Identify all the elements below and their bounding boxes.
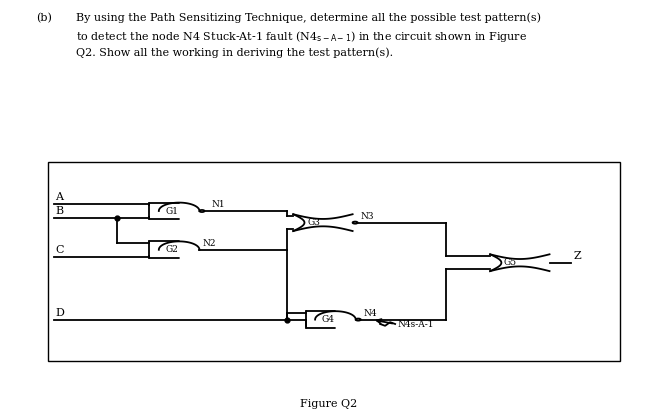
Text: Figure Q2: Figure Q2 — [300, 399, 358, 409]
Text: N2: N2 — [203, 239, 216, 248]
Text: G4: G4 — [321, 315, 334, 324]
Text: Z: Z — [573, 251, 581, 261]
Text: C: C — [55, 245, 64, 255]
Text: (b): (b) — [36, 13, 52, 23]
Text: B: B — [55, 206, 63, 216]
Text: By using the Path Sensitizing Technique, determine all the possible test pattern: By using the Path Sensitizing Technique,… — [76, 13, 541, 58]
Bar — [48, 162, 620, 361]
Text: G5: G5 — [504, 258, 517, 267]
Text: A: A — [55, 192, 63, 202]
Text: G3: G3 — [307, 218, 320, 227]
Text: N3: N3 — [361, 212, 374, 221]
Text: G1: G1 — [165, 206, 178, 216]
Text: N1: N1 — [212, 201, 226, 209]
Text: N4: N4 — [364, 309, 378, 318]
Text: D: D — [55, 307, 64, 317]
Text: N4s-A-1: N4s-A-1 — [397, 320, 434, 329]
Text: G2: G2 — [165, 245, 178, 254]
